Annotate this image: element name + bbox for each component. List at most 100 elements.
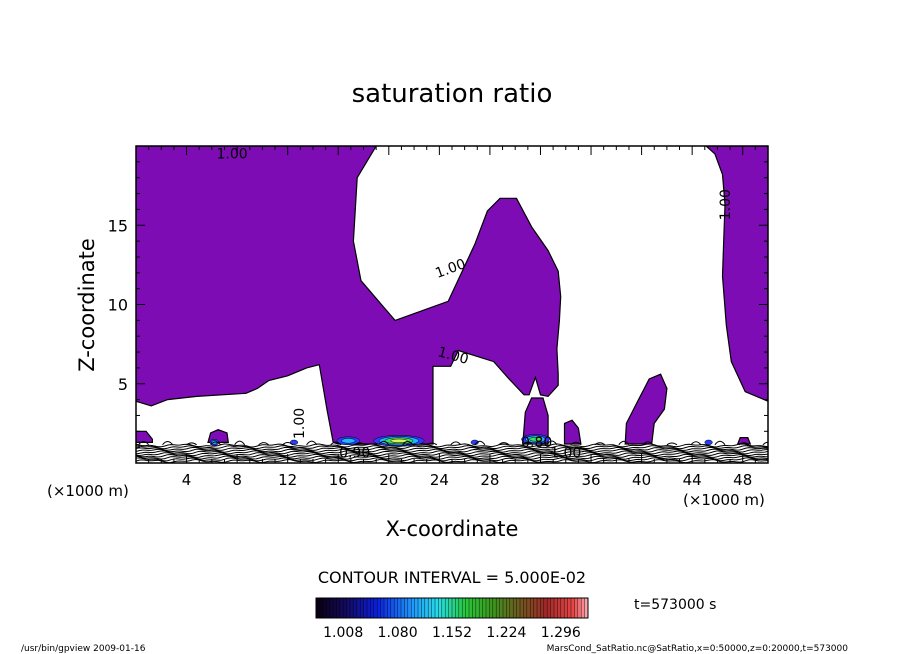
colorbar-segment (489, 598, 494, 618)
colorbar-tick-labels: 1.008 1.080 1.152 1.224 1.296 (323, 625, 581, 641)
colorbar-tick-label: 1.080 (378, 625, 418, 641)
surface-blip (642, 441, 654, 446)
hot-spot-2-ring-2 (529, 436, 542, 442)
colorbar-segment (499, 598, 504, 618)
surface-blip (162, 440, 174, 446)
colorbar-segment (550, 598, 555, 618)
colorbar-segment (547, 598, 551, 618)
y-axis-ticks: 5 10 15 (108, 161, 768, 448)
surface-blip (330, 441, 342, 446)
colorbar-segment (486, 598, 490, 618)
x-tick-label: 20 (379, 471, 398, 489)
colorbar-segment (537, 598, 541, 618)
colorbar-segment (394, 598, 398, 618)
surface-blip (738, 442, 750, 446)
y-unit-label: (×1000 m) (47, 482, 129, 500)
colorbar-segment (571, 598, 575, 618)
colorbar-segment (356, 598, 361, 618)
colorbar-segment (543, 598, 548, 618)
colorbar-tick-label: 1.296 (541, 625, 581, 641)
colorbar-segment (360, 598, 364, 618)
hot-spot-1-ring-1 (341, 438, 356, 444)
contour-label: 1.00 (436, 344, 470, 368)
x-tick-label: 16 (329, 471, 348, 489)
colorbar-segment (526, 598, 531, 618)
contour-label: 1.00 (718, 189, 734, 220)
colorbar-segment (370, 598, 375, 618)
colorbar-segment (377, 598, 381, 618)
surface-blip (450, 441, 462, 446)
surface-blip (138, 441, 149, 446)
colorbar-segment (343, 598, 347, 618)
surface-blip (306, 440, 318, 446)
colorbar-segment (397, 598, 402, 618)
colorbar-segment (428, 598, 432, 618)
footer-left: /usr/bin/gpview 2009-01-16 (21, 644, 146, 654)
colorbar-segment (418, 598, 422, 618)
contour-interval-text: CONTOUR INTERVAL = 5.000E-02 (318, 568, 586, 587)
bump-x1 (136, 430, 153, 443)
x-tick-label: 48 (733, 471, 752, 489)
hot-spot-6-ring-0 (704, 439, 713, 446)
x-axis-label: X-coordinate (386, 517, 519, 541)
filled-regions (136, 146, 768, 445)
chart-title: saturation ratio (352, 79, 553, 109)
colorbar-segment (520, 598, 524, 618)
surface-contour-line (136, 443, 768, 448)
colorbar-segment (567, 598, 572, 618)
hot-spot-4-ring-0 (289, 439, 299, 446)
upper-left-region (136, 146, 562, 445)
surface-contour-line (136, 448, 768, 453)
colorbar-segment (438, 598, 443, 618)
colorbar-segment (492, 598, 497, 618)
colorbar-segment (506, 598, 511, 618)
colorbar-segment (316, 598, 320, 618)
colorbar-tick-label: 1.224 (486, 625, 526, 641)
colorbar-segment (557, 598, 562, 618)
colorbar-segment (421, 598, 426, 618)
colorbar-segment (533, 598, 538, 618)
colorbar-segment (452, 598, 456, 618)
y-tick-label: 10 (108, 296, 128, 315)
contour-label: 0.80 (521, 435, 552, 451)
contour-label: 1.00 (216, 147, 247, 163)
colorbar-segment (367, 598, 371, 618)
colorbar-segment (475, 598, 480, 618)
colorbar-segment (373, 598, 378, 618)
colorbar-segment (479, 598, 483, 618)
surface-blip (618, 440, 630, 446)
colorbar-segment (584, 598, 589, 618)
plot-area (136, 146, 768, 463)
surface-blip (474, 440, 486, 446)
colorbar-segment (441, 598, 446, 618)
x-tick-label: 28 (480, 471, 499, 489)
surface-contour-line (136, 445, 768, 450)
colorbar-segment (503, 598, 507, 618)
surface-blip (666, 442, 678, 446)
colorbar-segment (455, 598, 460, 618)
colorbar-segment (435, 598, 439, 618)
x-unit-label: (×1000 m) (683, 491, 765, 509)
colorbar-segment (445, 598, 449, 618)
x-tick-label: 4 (182, 471, 192, 489)
surface-contour-line (136, 453, 768, 458)
colorbar-segment (530, 598, 534, 618)
colorbar-segment (326, 598, 330, 618)
y-axis-label: Z-coordinate (75, 238, 99, 372)
surface-blip (186, 442, 197, 446)
colorbar-tick-label: 1.008 (323, 625, 363, 641)
colorbar-frame (315, 597, 589, 619)
colorbar-segment (458, 598, 463, 618)
bump-x34 (563, 419, 582, 445)
surface-contour-line (136, 452, 768, 457)
colorbar-segment (414, 598, 419, 618)
colorbar-segment (516, 598, 521, 618)
surface-blip (714, 440, 726, 446)
colorbar-segment (581, 598, 585, 618)
bump-x40 (624, 373, 668, 445)
colorbar-segment (363, 598, 368, 618)
x-tick-label: 44 (683, 471, 702, 489)
right-region (705, 146, 768, 402)
colorbar-segment (496, 598, 500, 618)
